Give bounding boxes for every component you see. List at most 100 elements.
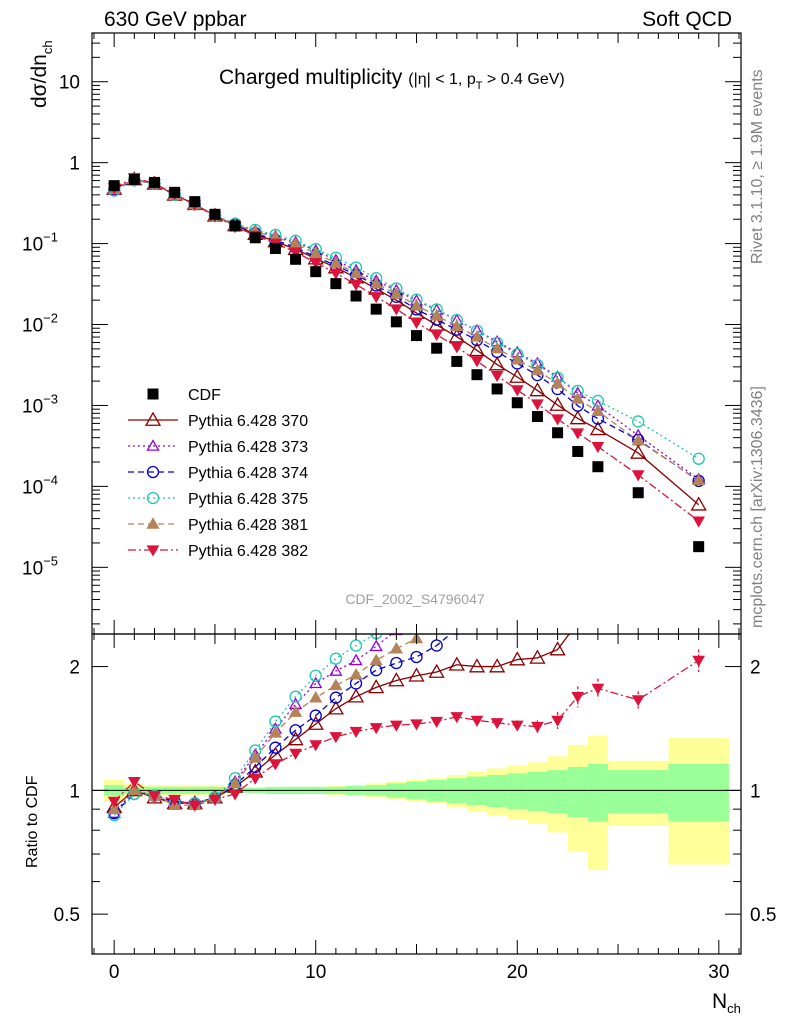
- mc-point: [492, 545, 503, 555]
- mc-point: [349, 653, 363, 666]
- mc-point: [369, 723, 383, 735]
- mc-point: [146, 465, 160, 479]
- series-line: [113, 179, 700, 482]
- y-tick-exponent: −5: [43, 553, 58, 568]
- mc-point: [307, 715, 324, 730]
- mc-point: [448, 656, 465, 671]
- mc-point: [127, 777, 141, 789]
- series-line: [113, 178, 700, 480]
- mc-point: [468, 658, 486, 673]
- mc-point: [428, 663, 445, 678]
- stat-uncertainty-band: [547, 770, 568, 814]
- ratio-y-tick-label: 2: [69, 658, 80, 679]
- mc-point: [490, 718, 504, 730]
- mc-point: [692, 570, 706, 582]
- y-tick-base: 10: [22, 396, 43, 417]
- mc-point: [389, 720, 403, 732]
- mc-point: [571, 692, 585, 704]
- mc-point: [492, 597, 503, 608]
- y-tick-exponent: −1: [43, 230, 58, 245]
- ratio-y-axis-label: Ratio to CDF: [24, 775, 41, 868]
- main-series-layer: [106, 171, 707, 553]
- mc-point: [349, 266, 363, 279]
- mc-point: [489, 658, 506, 673]
- energy-label: 630 GeV ppbar: [104, 8, 247, 31]
- mc-point: [408, 667, 425, 682]
- mc-point: [188, 800, 202, 812]
- ratio-y-tick-label-right: 1: [750, 781, 761, 802]
- mc-point: [450, 319, 464, 332]
- mc-point: [552, 501, 563, 511]
- mc-point: [228, 789, 242, 801]
- mc-point: [551, 715, 564, 727]
- mc-point: [492, 580, 503, 590]
- mc-point: [571, 392, 585, 404]
- mc-point: [329, 732, 343, 744]
- ratio-y-tick-label: 0.5: [54, 905, 80, 926]
- mc-point: [146, 517, 160, 529]
- mc-point: [591, 442, 605, 454]
- mc-point: [410, 317, 423, 330]
- mc-point: [107, 802, 121, 814]
- mc-point: [470, 356, 484, 368]
- mc-point: [107, 796, 121, 808]
- mc-point: [569, 410, 586, 425]
- mc-point: [470, 330, 484, 342]
- mc-point: [430, 716, 444, 729]
- data-point: [632, 487, 644, 499]
- mc-point: [329, 268, 343, 280]
- mc-point: [591, 593, 605, 605]
- mc-point: [329, 652, 343, 665]
- mc-point: [571, 615, 585, 627]
- mc-point: [489, 356, 506, 371]
- data-point: [269, 242, 281, 254]
- mc-point: [551, 414, 564, 426]
- mc-point: [349, 667, 363, 680]
- y-tick-label: 1: [69, 154, 80, 175]
- mc-point: [552, 535, 563, 545]
- mc-point: [431, 620, 442, 630]
- mc-point: [632, 415, 645, 428]
- mc-point: [512, 585, 523, 596]
- mc-point: [388, 672, 405, 687]
- ratio-y-tick-label-right: 0.5: [750, 905, 776, 926]
- mc-point: [390, 656, 403, 670]
- x-tick-label: 0: [109, 962, 120, 983]
- mc-point: [512, 538, 523, 549]
- y-tick-exponent: −3: [43, 391, 58, 406]
- mc-point: [389, 641, 403, 654]
- data-point: [189, 196, 201, 208]
- mc-point: [329, 691, 343, 704]
- mc-point: [289, 748, 302, 760]
- analysis-id-label: CDF_2002_S4796047: [345, 591, 485, 607]
- y-tick-exponent: −4: [43, 472, 58, 487]
- data-point: [147, 388, 159, 400]
- mc-point: [391, 616, 402, 627]
- mc-point: [509, 368, 526, 383]
- mcplots-reference-label: mcplots.cern.ch [arXiv:1306.3436]: [749, 386, 766, 628]
- ratio-y-axis: 0.5 0.5 1 1 2 2: [54, 658, 776, 955]
- stat-uncertainty-band: [607, 770, 669, 814]
- mc-point: [309, 709, 322, 722]
- ratio-series-line: [113, 634, 452, 814]
- process-label: Soft QCD: [642, 8, 732, 31]
- y-tick-label: 10−2: [22, 311, 58, 337]
- data-point: [370, 303, 382, 315]
- mc-point: [693, 443, 704, 453]
- mc-point: [329, 678, 343, 691]
- mc-point: [450, 342, 464, 354]
- mc-point: [470, 715, 484, 727]
- mc-point: [510, 352, 524, 365]
- mc-point: [692, 473, 706, 486]
- mc-point: [369, 639, 383, 652]
- mc-point: [572, 552, 583, 563]
- data-point: [511, 397, 523, 409]
- stat-uncertainty-band: [587, 763, 608, 822]
- mc-point: [631, 581, 645, 593]
- mc-point: [529, 649, 546, 664]
- mc-point: [631, 470, 645, 482]
- mc-point: [146, 491, 160, 505]
- data-point: [552, 427, 564, 439]
- mc-point: [492, 551, 503, 562]
- data-point: [390, 316, 402, 328]
